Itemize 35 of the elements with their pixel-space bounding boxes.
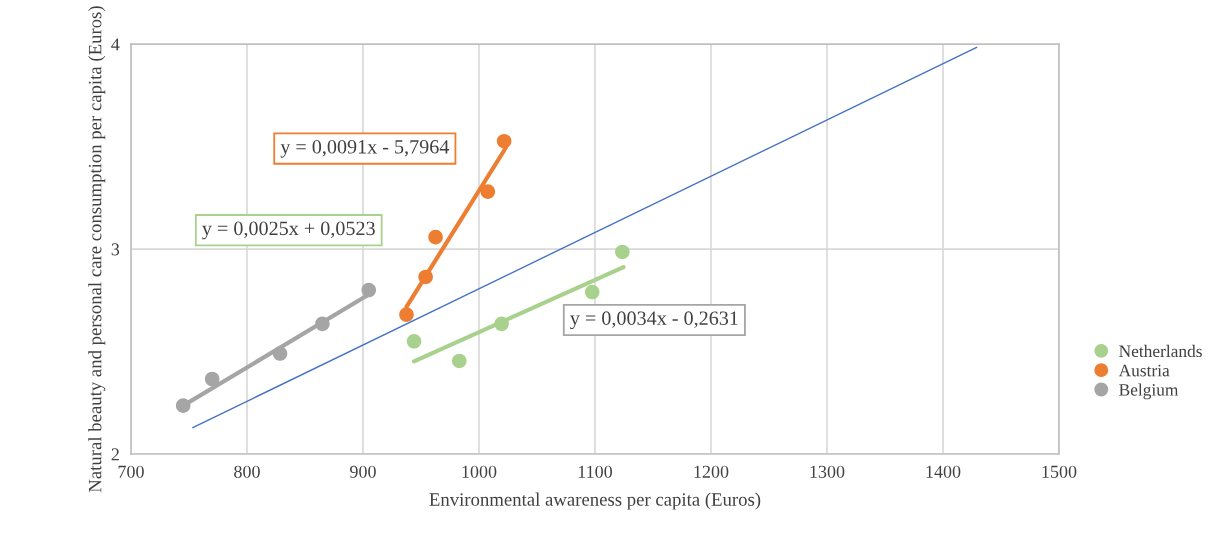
x-tick-label: 1000 (462, 465, 497, 478)
point (175, 398, 191, 413)
x-tick-label: 1500 (1042, 465, 1077, 478)
point (315, 316, 330, 332)
legend-label: Belgium (1119, 383, 1179, 400)
point (451, 353, 467, 369)
point (428, 229, 443, 245)
x-tick-label: 1400 (926, 465, 961, 478)
point (361, 282, 377, 298)
legend-label: Netherlands (1119, 344, 1202, 358)
point (494, 316, 509, 332)
x-tick-label: 1200 (694, 465, 729, 478)
annotation: y = 0,0025x + 0,0523 (202, 221, 375, 240)
annotation: y = 0,0034x - 0,2631 (570, 311, 738, 330)
y-tick-label: 2 (111, 448, 119, 461)
point (204, 371, 220, 387)
point (480, 184, 496, 199)
annotation: y = 0,0091x - 5,7964 (280, 140, 450, 158)
legend-label: Austria (1118, 364, 1170, 377)
y-axis-title: Natural beauty and personal care consumption per capita (Euros) (88, 6, 106, 493)
y-tick-label: 4 (111, 38, 120, 51)
x-tick-label: 1300 (810, 465, 845, 478)
x-tick-label: 800 (234, 465, 260, 478)
point (584, 284, 600, 300)
y-tick-label: 3 (111, 243, 120, 256)
x-tick-label: 1100 (578, 465, 613, 478)
x-axis-title: Environmental awareness per capita (Euros) (429, 492, 761, 510)
point (496, 133, 512, 149)
point (418, 269, 433, 285)
point (615, 244, 630, 260)
x-tick-label: 900 (350, 465, 376, 478)
point (406, 334, 422, 349)
point (399, 307, 414, 322)
point (272, 346, 288, 361)
x-tick-label: 700 (118, 465, 144, 478)
